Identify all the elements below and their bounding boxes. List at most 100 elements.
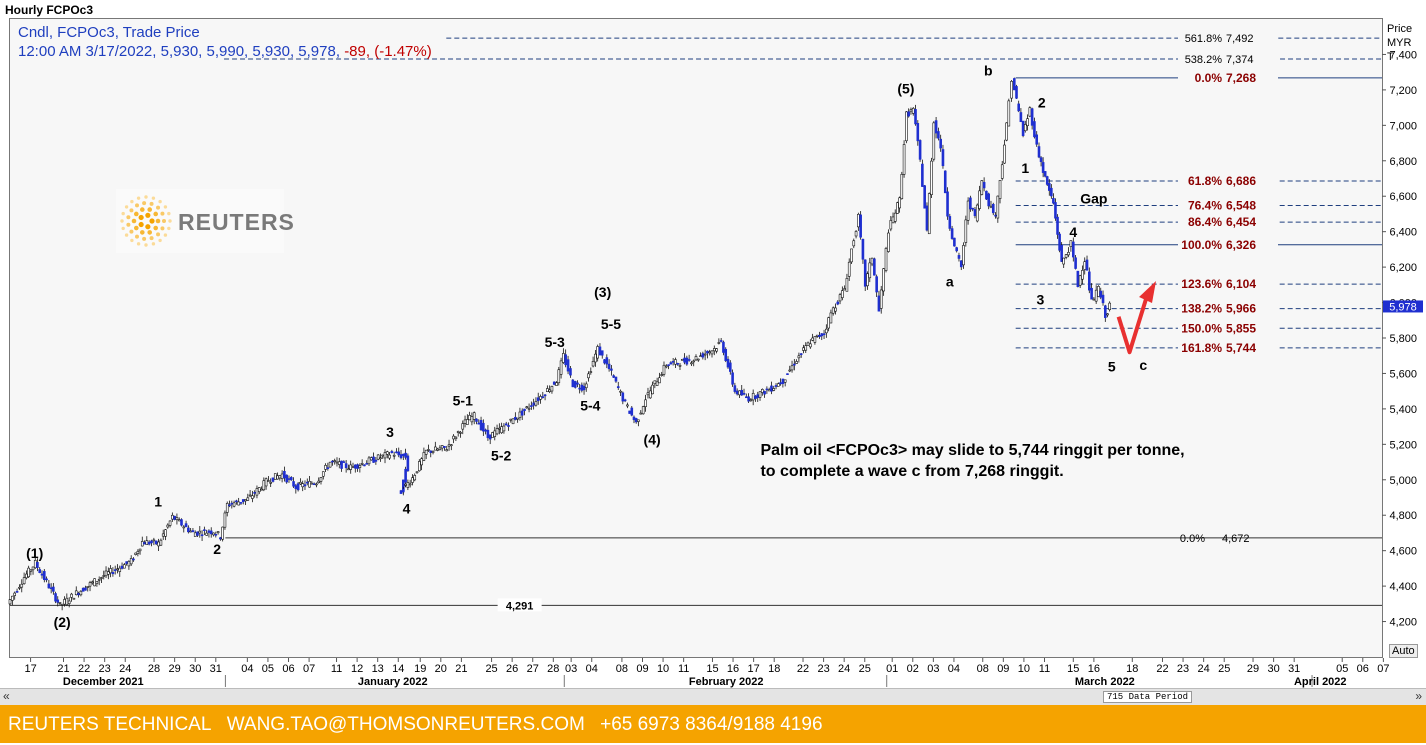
candle-body: [81, 587, 85, 592]
candle-body: [850, 248, 853, 263]
candle-body: [708, 351, 712, 354]
candle-body: [626, 404, 629, 407]
candle-body: [102, 575, 106, 577]
month-label: December 2021: [63, 676, 144, 688]
logo-dot: [156, 205, 161, 210]
candle-body: [140, 541, 144, 547]
candle-body: [715, 348, 718, 352]
candle-body: [854, 231, 858, 237]
candle-body: [905, 111, 908, 142]
reuters-logo: REUTERS: [116, 189, 294, 253]
logo-dot: [145, 224, 151, 230]
candle-body: [971, 207, 974, 210]
fib-label: 538.2%: [1185, 54, 1223, 66]
auto-scale-button[interactable]: Auto: [1389, 644, 1418, 658]
candle-body: [95, 580, 99, 584]
x-tick-label: 23: [1177, 663, 1189, 675]
candle-body: [244, 499, 247, 502]
candle-body: [530, 405, 533, 407]
x-tick-label: 22: [797, 663, 809, 675]
logo-dot: [138, 221, 144, 228]
candle-body: [161, 533, 165, 537]
candle-body: [287, 478, 291, 480]
candle-body: [120, 565, 124, 569]
logo-dot: [151, 242, 156, 246]
candle-body: [196, 531, 199, 536]
x-tick-label: 18: [768, 663, 780, 675]
candle-body: [683, 357, 686, 363]
candle-body: [612, 375, 615, 378]
x-tick-label: 07: [303, 663, 315, 675]
candle-body: [166, 524, 170, 528]
candle-body: [486, 429, 490, 439]
candle-body: [340, 460, 343, 469]
candle-body: [1058, 233, 1061, 251]
price-axis[interactable]: [1383, 18, 1426, 658]
candle-body: [644, 399, 647, 407]
candle-body: [1023, 124, 1027, 132]
candle-body: [74, 590, 78, 596]
logo-dot: [133, 211, 139, 217]
candle-body: [1015, 86, 1018, 99]
candle-body: [1019, 112, 1023, 123]
candle-body: [994, 214, 997, 217]
candle-body: [107, 571, 110, 575]
candle-body: [616, 386, 620, 389]
logo-dot: [156, 232, 161, 237]
logo-dot: [138, 214, 144, 221]
candle-body: [937, 131, 940, 139]
month-label: January 2022: [358, 676, 428, 688]
footer-phone: +65 6973 8364/9188 4196: [600, 714, 823, 735]
x-tick-label: 23: [817, 663, 829, 675]
candle-body: [25, 573, 28, 579]
candle-body: [655, 381, 659, 386]
logo-dot: [153, 225, 159, 231]
x-tick-label: 13: [372, 663, 384, 675]
candle-body: [1069, 240, 1073, 247]
candle-body: [969, 197, 972, 210]
page-title: Hourly FCPOc3: [5, 3, 94, 17]
candle-body: [1050, 187, 1053, 197]
x-tick-label: 16: [727, 663, 739, 675]
y-tick-label: 6,200: [1389, 262, 1417, 274]
logo-dot: [149, 201, 154, 206]
candle-body: [685, 357, 689, 365]
x-tick-label: 30: [189, 663, 201, 675]
fib-label-bg: [1178, 70, 1278, 84]
logo-dot: [168, 219, 172, 223]
candle-body: [610, 368, 613, 371]
time-axis[interactable]: [9, 658, 1383, 688]
candle-body: [518, 411, 522, 418]
candle-body: [269, 482, 272, 484]
candle-body: [841, 290, 844, 298]
candle-body: [493, 430, 497, 437]
candle-body: [1060, 245, 1063, 262]
logo-dot: [139, 230, 145, 235]
candle-body: [289, 477, 293, 481]
candle-body: [687, 359, 691, 361]
wave-label: (3): [594, 284, 611, 300]
x-tick-label: 08: [977, 663, 989, 675]
scroll-right-icon[interactable]: »: [1415, 689, 1422, 703]
candle-body: [214, 534, 218, 536]
scroll-left-icon[interactable]: «: [3, 689, 10, 703]
candle-body: [818, 335, 821, 338]
candle-body: [975, 204, 979, 222]
candle-body: [118, 567, 122, 572]
candle-body: [264, 478, 268, 487]
projection-arrow: [1116, 298, 1148, 355]
reuters-logo-text: REUTERS: [178, 209, 295, 235]
candle-body: [889, 220, 893, 230]
chart-scrollbar[interactable]: « 715 Data Period »: [0, 688, 1426, 705]
candle-body: [607, 363, 611, 370]
candle-body: [79, 590, 83, 596]
candle-body: [909, 109, 913, 112]
candle-body: [456, 431, 460, 433]
candle-body: [863, 259, 867, 287]
candle-body: [765, 388, 769, 391]
candle-body: [1026, 118, 1029, 126]
x-tick-label: 24: [838, 663, 850, 675]
candle-body: [671, 361, 675, 363]
wave-label: 4: [403, 500, 411, 516]
wave-label: (2): [54, 614, 71, 630]
